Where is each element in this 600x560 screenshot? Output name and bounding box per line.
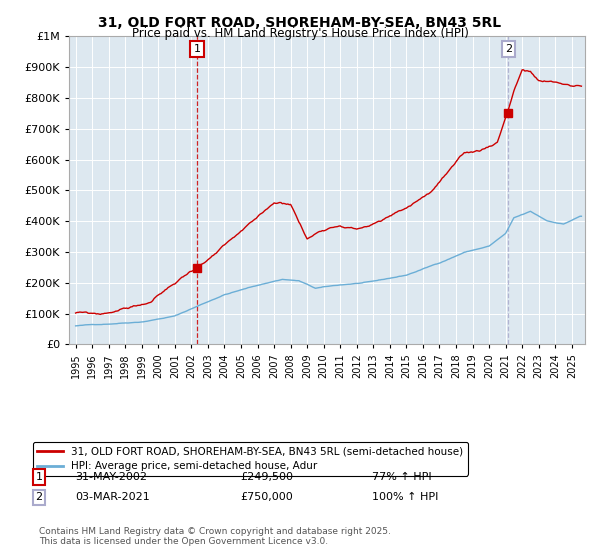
Text: £249,500: £249,500 [240,472,293,482]
Legend: 31, OLD FORT ROAD, SHOREHAM-BY-SEA, BN43 5RL (semi-detached house), HPI: Average: 31, OLD FORT ROAD, SHOREHAM-BY-SEA, BN43… [33,442,468,475]
Text: 1: 1 [35,472,43,482]
Text: 77% ↑ HPI: 77% ↑ HPI [372,472,431,482]
Text: Contains HM Land Registry data © Crown copyright and database right 2025.
This d: Contains HM Land Registry data © Crown c… [39,526,391,546]
Text: 2: 2 [35,492,43,502]
Text: 100% ↑ HPI: 100% ↑ HPI [372,492,439,502]
Text: 1: 1 [193,44,200,54]
Text: 31-MAY-2002: 31-MAY-2002 [75,472,147,482]
Text: £750,000: £750,000 [240,492,293,502]
Text: 03-MAR-2021: 03-MAR-2021 [75,492,150,502]
Text: 2: 2 [505,44,512,54]
Text: Price paid vs. HM Land Registry's House Price Index (HPI): Price paid vs. HM Land Registry's House … [131,27,469,40]
Text: 31, OLD FORT ROAD, SHOREHAM-BY-SEA, BN43 5RL: 31, OLD FORT ROAD, SHOREHAM-BY-SEA, BN43… [98,16,502,30]
